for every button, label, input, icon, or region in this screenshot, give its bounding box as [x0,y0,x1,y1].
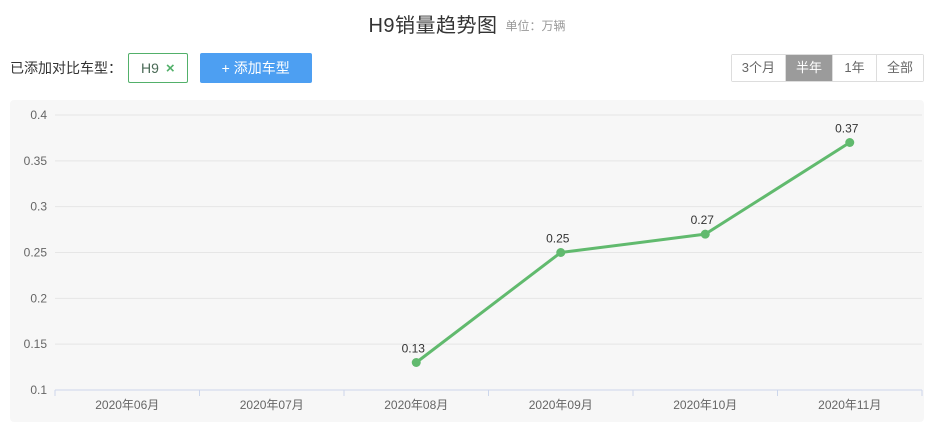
y-axis-tick-label: 0.35 [24,154,48,168]
range-button-2[interactable]: 1年 [831,55,876,81]
unit-label: 单位：万辆 [505,18,566,33]
model-tag-h9[interactable]: H9 × [128,53,188,83]
time-range-group: 3个月 半年 1年 全部 [730,54,924,82]
toolbar: 已添加对比车型： H9 × + 添加车型 3个月 半年 1年 全部 [0,46,934,90]
y-axis-tick-label: 0.3 [30,200,47,214]
x-axis-tick-label: 2020年08月 [384,398,448,412]
x-axis-tick-label: 2020年06月 [95,398,159,412]
remove-model-icon[interactable]: × [165,59,175,77]
add-model-button[interactable]: + 添加车型 [199,53,312,83]
page-title: H9销量趋势图 [368,14,498,37]
x-axis-tick-label: 2020年10月 [673,398,737,412]
data-point-label: 0.37 [835,122,859,136]
y-axis-tick-label: 0.4 [30,108,47,122]
chart-header: H9销量趋势图 单位：万辆 [0,0,934,46]
x-axis-tick-label: 2020年11月 [818,398,881,412]
y-axis-tick-label: 0.1 [30,383,47,397]
compare-models-label: 已添加对比车型： [10,60,122,76]
data-point-label: 0.27 [691,213,715,227]
sales-trend-chart: 0.1 0.15 0.2 0.25 0.3 0.35 0.4 2020年06月 2020年07月… [10,100,924,422]
y-axis-tick-label: 0.15 [24,337,48,351]
trend-line [414,141,852,364]
data-point-label: 0.25 [546,232,570,246]
chart-canvas: 0.1 0.15 0.2 0.25 0.3 0.35 0.4 2020年06月 2020年07月… [24,108,923,412]
range-button-3[interactable]: 全部 [875,55,923,81]
data-point-label: 0.13 [402,342,426,356]
range-button-0[interactable]: 3个月 [731,55,785,81]
range-button-1[interactable]: 半年 [784,55,832,81]
data-point-marker[interactable] [411,358,421,367]
data-point-marker[interactable] [700,229,710,239]
y-axis-tick-label: 0.25 [24,246,48,260]
x-axis-tick-label: 2020年09月 [529,398,593,412]
data-point-marker[interactable] [556,248,566,257]
x-axis-tick-label: 2020年07月 [240,398,304,412]
model-tag-label: H9 [141,60,159,76]
data-point-marker[interactable] [845,138,855,147]
y-axis-tick-label: 0.2 [30,291,47,305]
